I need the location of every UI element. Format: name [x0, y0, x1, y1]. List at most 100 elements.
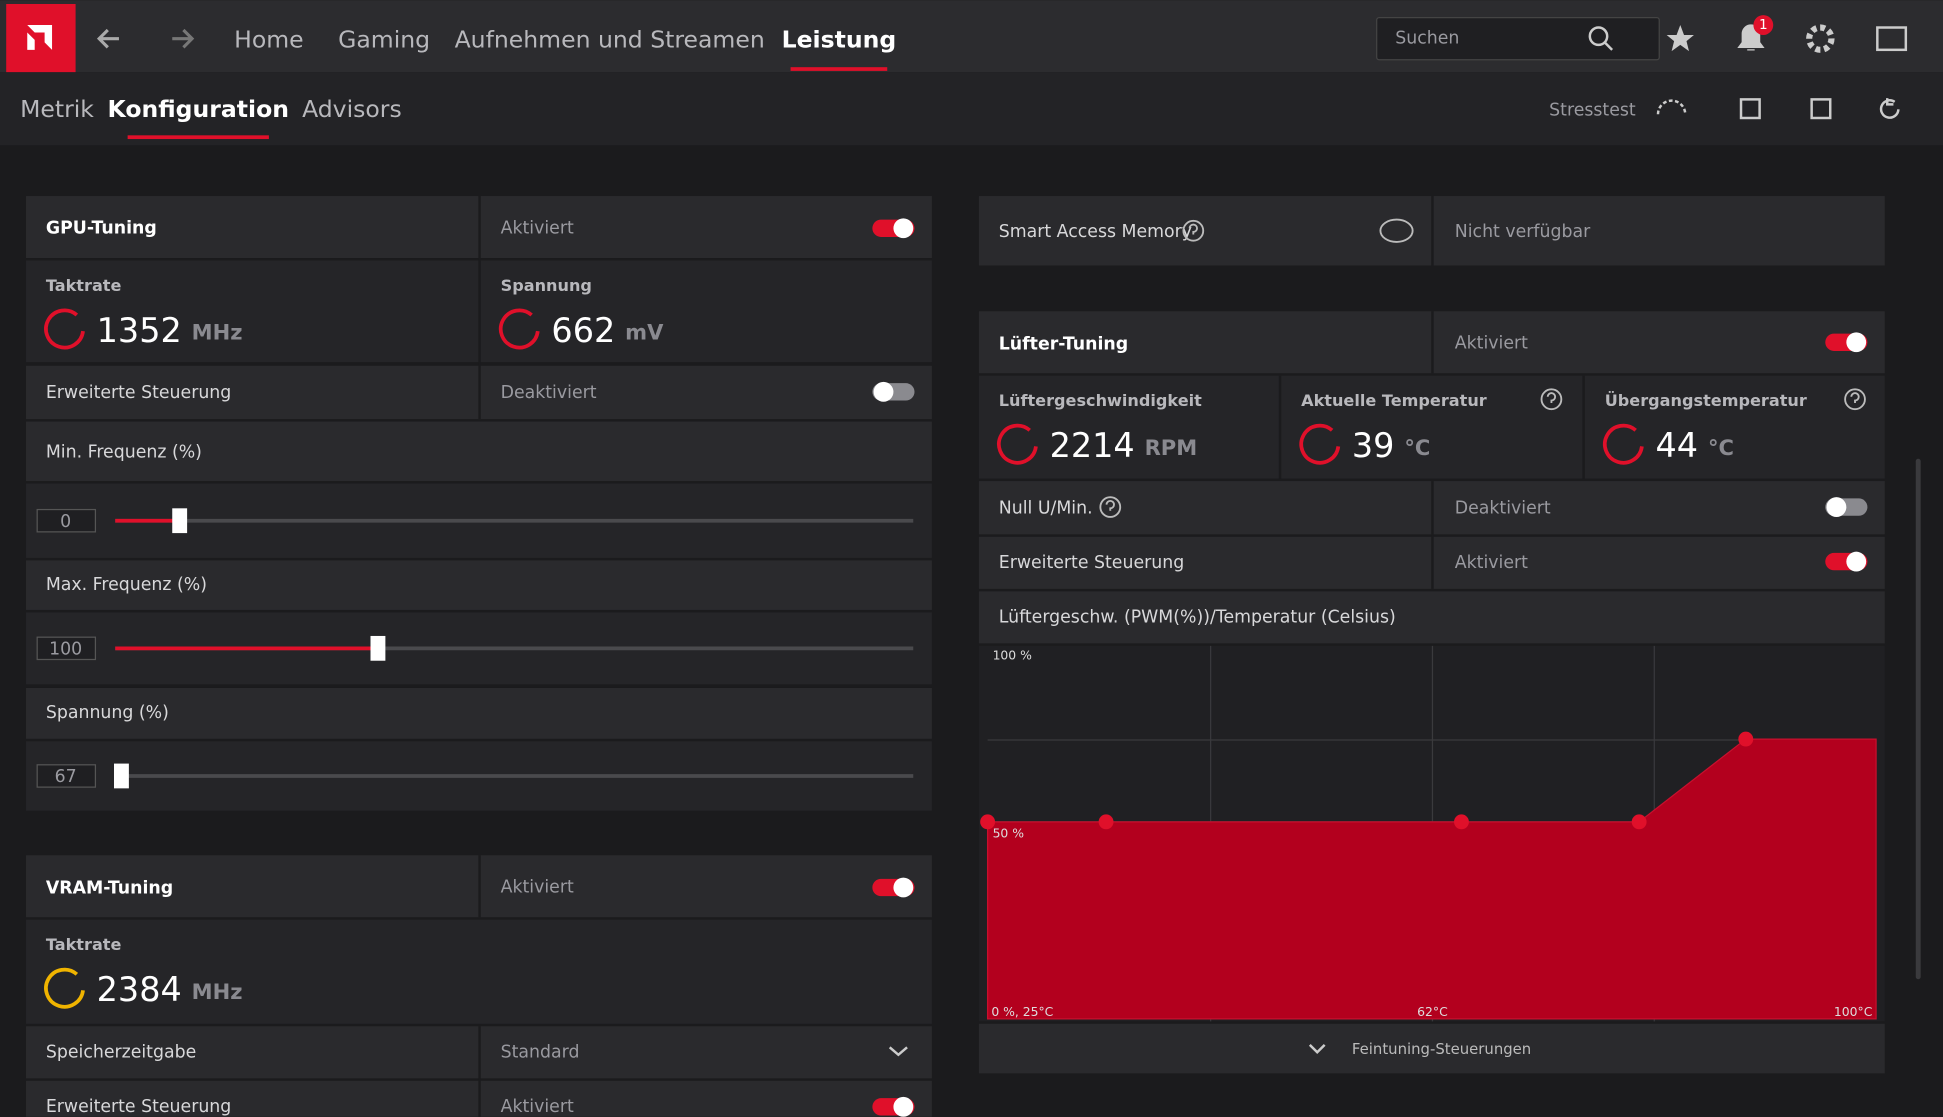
panel-row — [26, 919, 932, 1024]
toggle-knob — [893, 877, 914, 898]
status: Nicht verfügbar — [1455, 222, 1591, 242]
reset-icon[interactable] — [1879, 98, 1900, 119]
search-icon — [1603, 41, 1614, 51]
toggle-knob — [873, 381, 894, 402]
help-icon[interactable] — [1099, 496, 1122, 518]
panel-row — [978, 375, 1885, 479]
metric-unit: mV — [625, 320, 664, 345]
sub-tab[interactable]: Konfiguration — [108, 95, 290, 123]
slider-input[interactable] — [36, 636, 97, 661]
sub-tab[interactable]: Metrik — [20, 95, 94, 123]
metric-value: 1352 — [97, 311, 182, 350]
slider-input[interactable] — [36, 764, 97, 788]
row-label: Speicherzeitgabe — [46, 1042, 196, 1062]
favorites-icon[interactable] — [1666, 25, 1694, 52]
panel-row — [978, 591, 1885, 644]
metric-value: 2384 — [97, 970, 182, 1009]
slider-thumb[interactable] — [370, 635, 386, 661]
slider-value[interactable]: 0 — [60, 512, 71, 532]
expand-chevron[interactable] — [1308, 1043, 1326, 1055]
fan-curve-point[interactable] — [1454, 814, 1469, 830]
active-tab-indicator — [790, 67, 888, 71]
toggle-knob — [893, 1096, 914, 1117]
metric-label: Aktuelle Temperatur — [1301, 391, 1487, 410]
status: Deaktiviert — [1455, 498, 1551, 518]
toggle-knob — [1826, 497, 1847, 517]
metric-unit: RPM — [1145, 435, 1198, 460]
panel-row — [26, 421, 932, 482]
divider — [478, 1026, 481, 1117]
back-button[interactable] — [96, 28, 119, 49]
help-icon — [1105, 499, 1115, 511]
help-icon[interactable] — [1540, 388, 1563, 411]
fan-curve-point[interactable] — [1738, 731, 1754, 747]
section-title: GPU-Tuning — [46, 218, 157, 238]
nav-tab[interactable]: Leistung — [782, 26, 897, 54]
status: Aktiviert — [501, 1097, 574, 1117]
scrollbar[interactable] — [1915, 458, 1921, 980]
logo-mark — [27, 25, 53, 50]
section-title: Lüfter-Tuning — [999, 335, 1128, 355]
search-placeholder: Suchen — [1395, 29, 1459, 49]
fan-curve-point[interactable] — [1098, 814, 1114, 830]
nav-tab[interactable]: Home — [234, 26, 304, 54]
toggle-knob — [1846, 332, 1867, 353]
import-icon[interactable] — [1739, 98, 1761, 120]
help-icon[interactable] — [1844, 388, 1866, 411]
slider-thumb[interactable] — [172, 508, 188, 534]
fine-tuning-label[interactable]: Feintuning-Steuerungen — [1352, 1040, 1531, 1058]
slider-input[interactable] — [36, 508, 97, 533]
section-title: VRAM-Tuning — [46, 879, 173, 899]
axis-label: 50 % — [993, 826, 1025, 841]
stresstest-label[interactable]: Stresstest — [1549, 101, 1636, 121]
status: Aktiviert — [1455, 334, 1528, 354]
row-label: Null U/Min. — [999, 498, 1093, 518]
metric-label: Übergangstemperatur — [1605, 391, 1807, 410]
slider-thumb[interactable] — [114, 763, 129, 789]
divider — [1431, 481, 1434, 589]
settings-icon[interactable] — [1806, 24, 1835, 53]
logo[interactable] — [6, 3, 76, 73]
gauge — [44, 967, 85, 1009]
metric-value: 39 — [1352, 426, 1395, 465]
layout-icon[interactable] — [1876, 26, 1908, 52]
metric-unit: MHz — [192, 979, 243, 1004]
help-icon[interactable] — [1182, 219, 1205, 242]
slider-value[interactable]: 67 — [55, 767, 77, 787]
stresstest-icon[interactable] — [1656, 99, 1687, 115]
sub-tab[interactable]: Advisors — [302, 95, 402, 123]
row-label: Smart Access Memory — [999, 222, 1192, 242]
dropdown-value[interactable]: Standard — [501, 1042, 580, 1062]
gauge — [498, 308, 540, 350]
row-label: Erweiterte Steuerung — [999, 553, 1184, 573]
metric-label: Spannung — [501, 276, 592, 295]
panel-row — [978, 1023, 1885, 1074]
chart-title: Lüftergeschw. (PWM(%))/Temperatur (Celsi… — [999, 607, 1396, 627]
divider — [1278, 375, 1282, 479]
axis-label: 100°C — [1834, 1004, 1872, 1019]
gauge — [1602, 423, 1644, 465]
help-icon — [1188, 223, 1198, 235]
panel-row — [26, 687, 932, 739]
export-icon[interactable] — [1810, 98, 1832, 120]
status: Deaktiviert — [501, 383, 597, 403]
axis-label: 62°C — [1417, 1004, 1448, 1019]
dropdown-chevron — [888, 1046, 908, 1057]
forward-button[interactable] — [172, 28, 195, 49]
nav-tab[interactable]: Gaming — [338, 26, 430, 54]
metric-label: Taktrate — [46, 276, 122, 295]
fan-curve-point[interactable] — [1631, 814, 1647, 830]
status: Aktiviert — [501, 877, 574, 897]
metric-unit: MHz — [192, 320, 243, 345]
fan-curve-point[interactable] — [980, 814, 996, 830]
metric-label: Lüftergeschwindigkeit — [999, 391, 1202, 410]
search-box[interactable] — [1376, 16, 1660, 61]
toggle-knob — [1846, 551, 1867, 572]
divider — [478, 855, 481, 918]
slider-label: Min. Frequenz (%) — [46, 443, 202, 463]
row-label: Erweiterte Steuerung — [46, 1097, 231, 1117]
gauge — [1299, 423, 1341, 465]
nav-tab[interactable]: Aufnehmen und Streamen — [455, 26, 765, 54]
slider-value[interactable]: 100 — [49, 640, 82, 660]
active-subtab-indicator — [127, 135, 269, 140]
